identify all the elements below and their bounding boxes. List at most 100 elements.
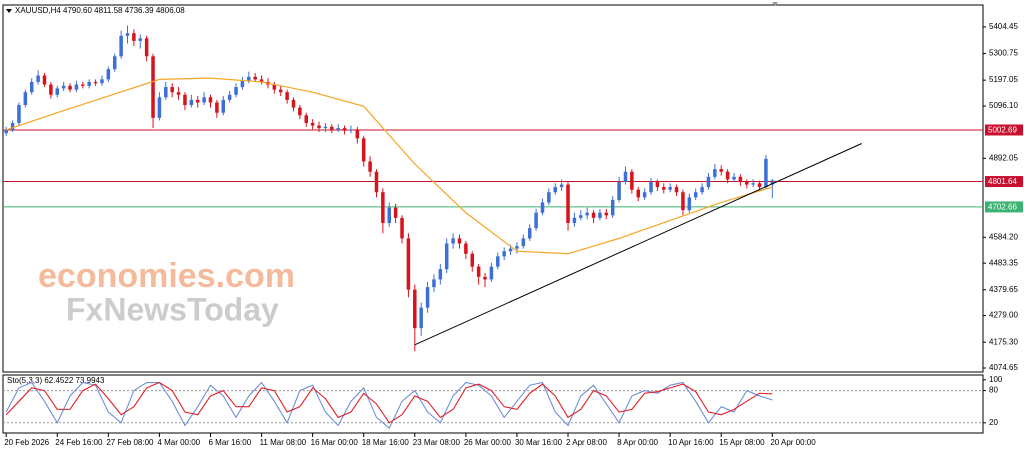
candle-body <box>745 181 749 185</box>
candle-body <box>221 99 226 113</box>
candle-body <box>662 187 666 190</box>
main-panel-frame <box>2 4 984 373</box>
candle-body <box>106 69 111 80</box>
candle-body <box>444 243 449 270</box>
candle-body <box>349 129 353 131</box>
candle-body <box>132 33 136 41</box>
x-tick-label: 8 Apr 00:00 <box>617 438 658 447</box>
price-label: 4801.64 <box>988 177 1017 186</box>
x-tick-label: 18 Mar 16:00 <box>362 438 410 447</box>
candle-body <box>464 243 468 254</box>
x-tick-label: 24 Feb 16:00 <box>55 438 103 447</box>
candle-body <box>483 276 487 280</box>
candle-body <box>87 81 91 86</box>
x-tick-label: 20 Feb 2026 <box>4 438 49 447</box>
candle-body <box>304 115 309 123</box>
x-tick-label: 16 Mar 00:00 <box>311 438 359 447</box>
y-tick-label: 4279.00 <box>989 311 1018 320</box>
trendline <box>414 143 862 346</box>
candle-body <box>36 75 40 82</box>
candle-body <box>451 238 455 244</box>
candle-body <box>630 171 634 190</box>
price-label-box <box>985 124 1023 136</box>
candle-body <box>272 84 277 90</box>
candle-body <box>649 181 653 193</box>
candle-body <box>674 187 679 193</box>
x-tick-label: 6 Mar 16:00 <box>208 438 251 447</box>
watermark: FxNewsToday <box>66 291 279 327</box>
candle-body <box>655 181 660 188</box>
menu-arrow <box>6 9 12 13</box>
candle-body <box>719 169 723 172</box>
shift-marker <box>772 2 778 6</box>
candle-body <box>310 122 315 126</box>
candle-body <box>534 212 538 229</box>
candle-body <box>195 99 200 103</box>
x-tick-label: 2 Apr 08:00 <box>566 438 607 447</box>
candle-body <box>432 279 436 288</box>
candle-body <box>476 266 481 277</box>
x-tick-label: 30 Mar 16:00 <box>515 438 563 447</box>
candle-body <box>515 246 519 249</box>
candle-body <box>438 269 443 280</box>
candle-body <box>202 97 206 103</box>
candle-body <box>374 171 379 193</box>
x-tick-label: 10 Apr 16:00 <box>668 438 714 447</box>
candle-body <box>725 171 730 180</box>
stochastic-label: Sto(5,3,3) 62.4522 73.9943 <box>7 376 105 385</box>
y-tick-label: 5096.10 <box>989 101 1018 110</box>
candle-body <box>285 92 289 100</box>
watermark: economies.com <box>38 257 295 295</box>
candle-body <box>10 122 15 130</box>
candle-body <box>170 87 174 93</box>
candle-body <box>355 129 360 139</box>
candle-body <box>157 97 162 118</box>
candle-body <box>751 183 755 185</box>
stochastic-line <box>5 381 773 430</box>
candle-body <box>100 79 104 84</box>
candle-body <box>400 217 404 239</box>
y-tick-label: 20 <box>989 418 998 427</box>
candle-body <box>234 87 238 95</box>
candle-body <box>29 81 34 93</box>
candle-body <box>687 197 692 211</box>
y-tick-label: 100 <box>989 375 1003 384</box>
x-tick-label: 26 Mar 00:00 <box>464 438 512 447</box>
x-tick-label: 4 Mar 00:00 <box>157 438 200 447</box>
y-tick-label: 80 <box>989 386 998 395</box>
candle-body <box>330 126 334 130</box>
price-label-box <box>985 176 1023 188</box>
stochastic-panel-frame <box>2 374 984 434</box>
candle-body <box>342 128 347 131</box>
candle-body <box>757 183 762 188</box>
candle-body <box>49 84 53 95</box>
candle-body <box>636 189 640 198</box>
candle-body <box>540 202 545 213</box>
candle-body <box>119 35 123 57</box>
y-tick-label: 4074.65 <box>989 363 1018 372</box>
candle-body <box>151 56 155 118</box>
candle-body <box>144 38 149 57</box>
price-label: 5002.69 <box>988 126 1017 135</box>
candle-body <box>247 76 251 81</box>
candle-body <box>291 99 296 108</box>
candle-body <box>387 207 392 223</box>
candle-body <box>681 192 685 211</box>
candle-body <box>361 138 366 162</box>
candle-body <box>425 287 430 308</box>
y-tick-label: 4892.05 <box>989 153 1018 162</box>
candle-body <box>693 192 698 198</box>
x-tick-label: 27 Feb 08:00 <box>106 438 154 447</box>
candle-body <box>764 158 768 188</box>
candle-body <box>713 169 717 177</box>
candle-body <box>559 184 564 188</box>
candle-body <box>598 212 602 218</box>
candle-body <box>732 176 736 180</box>
candle-body <box>215 102 219 113</box>
x-tick-label: 20 Apr 00:00 <box>770 438 816 447</box>
candle-body <box>566 184 570 223</box>
candle-body <box>23 92 28 106</box>
